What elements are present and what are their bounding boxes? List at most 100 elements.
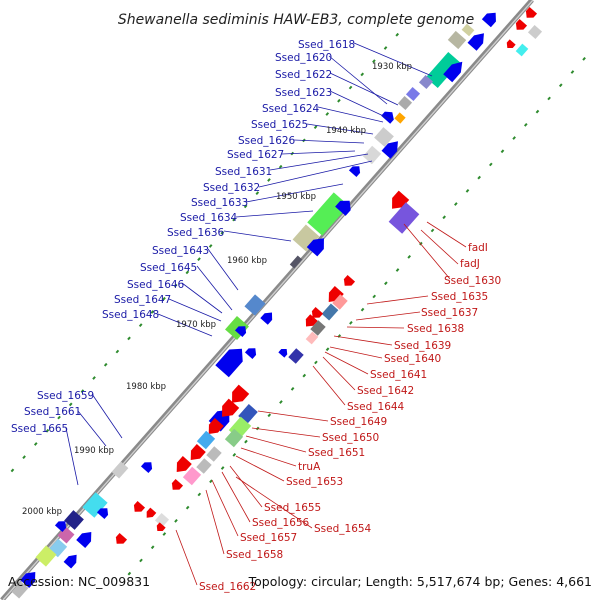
forward-gene-arrow [467, 33, 484, 51]
gene-block [225, 315, 249, 341]
tick-dot [384, 281, 388, 286]
tick-dot [512, 136, 516, 140]
tick-1990: 1990 kbp [74, 446, 114, 456]
tick-dot [372, 294, 377, 299]
gene-block [527, 24, 543, 40]
tick-dot [302, 373, 307, 378]
gene-block [305, 331, 319, 345]
forward-gene-arrow [96, 508, 109, 520]
gene-block [388, 202, 420, 234]
leader-ssed-1646 [181, 282, 223, 314]
tick-dot [360, 72, 365, 77]
label-ssed-1634: Ssed_1634 [180, 212, 238, 224]
leader-ssed-1641 [324, 351, 369, 375]
gene-block [206, 446, 222, 462]
forward-gene-arrow [244, 348, 257, 360]
tick-dot [255, 191, 260, 196]
label-ssed-1642: Ssed_1642 [357, 385, 414, 397]
tick-1980: 1980 kbp [126, 382, 166, 392]
leader-fadJ [420, 229, 459, 265]
gene-block [310, 320, 326, 336]
reverse-gene-arrow [190, 444, 206, 460]
tick-dot [500, 149, 505, 154]
forward-gene-arrow [481, 12, 496, 28]
forward-gene-arrow [381, 141, 398, 159]
label-ssed-1643: Ssed_1643 [152, 245, 209, 257]
label-ssed-1620: Ssed_1620 [275, 52, 332, 64]
gene-block [394, 112, 406, 124]
tick-dot [138, 323, 143, 328]
tick-dot [150, 310, 155, 314]
label-ssed-1627: Ssed_1627 [227, 149, 284, 161]
gene-block [82, 492, 108, 518]
leader-ssed-1651 [245, 435, 307, 453]
label-ssed-1651: Ssed_1651 [308, 447, 365, 459]
leader-ssed-1653 [235, 455, 285, 482]
reverse-gene-arrow [305, 314, 318, 327]
tick-dot [372, 59, 376, 64]
tick-dot [139, 558, 143, 563]
label-ssed-1650: Ssed_1650 [322, 432, 379, 444]
label-truA: truA [298, 461, 321, 473]
leader-ssed-1638 [346, 326, 405, 329]
tick-dot [57, 415, 61, 420]
tick-dot [173, 283, 178, 288]
leader-ssed-1658 [205, 489, 225, 555]
leader-ssed-1657 [211, 479, 239, 537]
tick-dot [267, 413, 272, 418]
reverse-gene-arrow [506, 39, 516, 48]
forward-gene-arrow [348, 166, 361, 178]
tick-dot [535, 109, 540, 114]
tick-2000: 2000 kbp [22, 507, 62, 517]
gene-block [321, 303, 339, 321]
tick-dot [185, 270, 190, 275]
label-ssed-1649: Ssed_1649 [330, 416, 387, 428]
tick-dot [349, 320, 353, 325]
label-ssed-1647: Ssed_1647 [114, 294, 171, 306]
label-ssed-1625: Ssed_1625 [251, 119, 308, 131]
reverse-gene-arrow [343, 274, 356, 286]
tick-dot [454, 202, 458, 206]
leader-ssed-1662 [175, 529, 198, 586]
gene-block [11, 581, 29, 599]
leader-ssed-1645 [196, 265, 233, 311]
tick-dot [232, 452, 237, 457]
tick-dot [243, 204, 248, 209]
reverse-gene-arrow [311, 306, 324, 318]
label-ssed-1662: Ssed_1662 [199, 581, 256, 593]
tick-1930: 1930 kbp [372, 62, 412, 72]
label-ssed-1637: Ssed_1637 [421, 307, 478, 319]
tick-dot [267, 178, 271, 182]
tick-dot [325, 112, 330, 116]
leader-ssed-1634 [235, 210, 314, 218]
forward-gene-arrow [306, 238, 324, 257]
forward-gene-arrow [443, 61, 463, 83]
label-ssed-1645: Ssed_1645 [140, 262, 197, 274]
label-ssed-1633: Ssed_1633 [191, 197, 248, 209]
leader-ssed-1630 [403, 223, 451, 280]
forward-gene-arrow [63, 554, 77, 569]
leader-ssed-1631 [269, 153, 369, 171]
tick-dot [407, 254, 412, 259]
reverse-gene-arrow [222, 398, 240, 417]
tick-dot [547, 96, 551, 101]
gene-block [397, 95, 413, 111]
tick-dot [68, 402, 73, 407]
leader-ssed-1622 [329, 72, 399, 106]
leader-ssed-1640 [329, 346, 383, 359]
tick-dot [80, 389, 85, 394]
tick-dot [115, 349, 120, 354]
label-ssed-1644: Ssed_1644 [347, 401, 405, 413]
gene-block [64, 510, 84, 530]
leader-ssed-1623 [329, 90, 393, 121]
tick-dot [348, 85, 353, 90]
tick-dot [442, 215, 446, 220]
tick-dot [360, 307, 365, 312]
leader-ssed-1659 [91, 393, 123, 439]
tick-1970: 1970 kbp [176, 320, 216, 330]
leader-truA [240, 447, 297, 467]
forward-gene-arrow [20, 572, 36, 588]
tick-dot [465, 188, 470, 193]
tick-dot [208, 244, 213, 248]
label-ssed-1657: Ssed_1657 [240, 532, 297, 544]
